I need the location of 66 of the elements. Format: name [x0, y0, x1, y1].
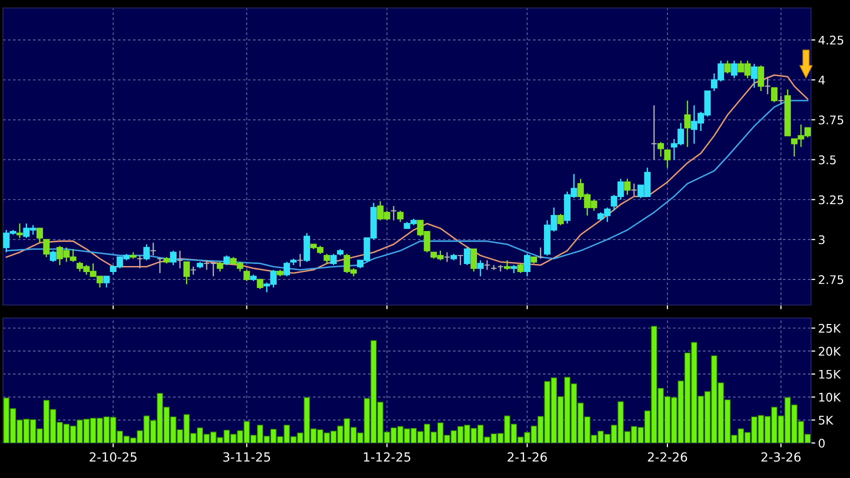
x-tick-label: 1-12-25 — [364, 452, 410, 462]
candlestick — [150, 242, 156, 256]
candlestick — [684, 100, 691, 148]
y-tick-label: 5K — [818, 416, 834, 425]
candlestick — [324, 253, 330, 264]
candlestick — [751, 63, 758, 88]
candlestick — [664, 149, 671, 168]
candlestick — [223, 254, 230, 266]
candlestick — [183, 261, 190, 285]
y-tick-label: 4.25 — [818, 36, 844, 45]
candlestick — [43, 238, 50, 258]
y-tick-label: 15K — [819, 370, 841, 379]
y-tick-label: 4 — [818, 76, 825, 84]
candlestick — [330, 253, 337, 266]
candlestick — [537, 246, 544, 260]
y-tick-label: 3 — [818, 235, 825, 244]
x-tick-label: 2-10-25 — [90, 452, 136, 462]
candlestick — [730, 60, 738, 79]
candlestick — [771, 87, 778, 103]
y-tick-label: 2.75 — [818, 275, 844, 284]
candlestick — [296, 253, 304, 268]
candlestick — [176, 250, 184, 269]
candlestick — [284, 261, 290, 277]
x-tick-label: 2-1-26 — [508, 452, 547, 462]
candlestick — [16, 222, 23, 239]
candlestick — [724, 60, 731, 74]
candlestick — [216, 261, 224, 272]
y-tick-label: 25K — [818, 324, 841, 333]
candlestick — [170, 250, 177, 266]
candlestick — [36, 228, 43, 244]
candlestick — [524, 253, 530, 277]
candlestick — [764, 76, 771, 95]
candlestick — [650, 104, 658, 160]
y-tick-label: 10K — [819, 392, 841, 402]
y-tick-label: 20K — [818, 346, 841, 356]
x-tick-label: 2-3-26 — [761, 452, 801, 462]
candlestick — [136, 254, 144, 269]
candlestick — [624, 178, 631, 196]
candlestick — [758, 64, 764, 92]
candlestick — [397, 210, 404, 223]
candlestick — [658, 142, 664, 158]
y-tick-label: 3.25 — [818, 195, 844, 204]
candlestick — [50, 250, 56, 263]
candlestick — [103, 276, 110, 288]
candlestick — [444, 252, 450, 263]
candlestick — [390, 205, 397, 221]
candlestick — [517, 262, 524, 274]
candlestick — [143, 244, 150, 261]
x-tick-label: 3-11-25 — [223, 452, 270, 462]
candlestick — [256, 278, 264, 290]
x-tick-label: 2-2-26 — [648, 452, 688, 462]
candlestick — [557, 213, 564, 226]
candlestick — [504, 260, 510, 270]
candlestick — [156, 258, 164, 274]
candlestick — [477, 260, 484, 277]
candlestick — [484, 260, 490, 270]
y-tick-label: 0 — [818, 438, 825, 448]
candlestick — [464, 246, 470, 266]
y-tick-label: 3.5 — [818, 155, 836, 164]
y-tick-label: 3.75 — [818, 115, 844, 124]
candlestick — [244, 269, 250, 282]
candlestick — [470, 248, 478, 272]
candlestick — [457, 254, 464, 266]
candlestick — [304, 232, 310, 263]
candlestick — [630, 183, 638, 198]
candlestick — [190, 266, 197, 276]
